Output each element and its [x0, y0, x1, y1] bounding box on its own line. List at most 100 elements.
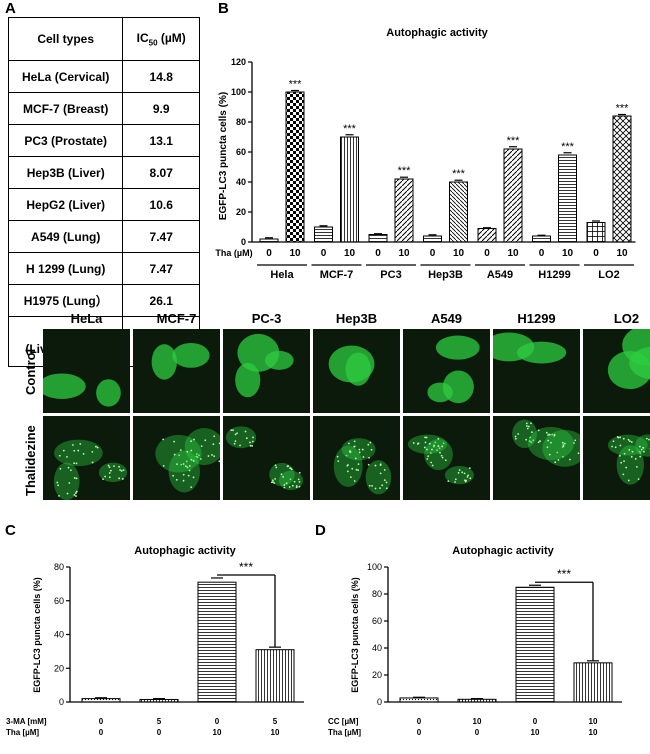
- micrograph-grid: HeLa MCF-7 PC-3 Hep3B A549 H1299 LO2 Control Tha…: [23, 311, 650, 501]
- table-row: MCF-7 (Breast) 9.9: [7, 92, 200, 125]
- chart-c-ytick-label: 40: [54, 630, 64, 640]
- chart-b-bar: [532, 235, 551, 243]
- chart-b-ytick-label: 100: [231, 87, 246, 97]
- chart-b-bar: [586, 222, 606, 243]
- fluorescent-cells-illustration: [235, 333, 294, 398]
- fluorescent-cells-illustration: [407, 434, 474, 485]
- table-row: HeLa (Cervical) 14.8: [7, 60, 200, 93]
- chart-b-dose-label: 0: [539, 248, 545, 259]
- table-row: H 1299 (Lung) 7.47: [7, 252, 200, 285]
- chart-d-ytick-label: 0: [377, 697, 382, 707]
- chart-d-row-value: 10: [473, 717, 482, 726]
- chart-d-row-value: 0: [475, 728, 480, 737]
- chart-b-autophagic-activity: Autophagic activity EGFP-LC3 puncta cells…: [215, 27, 636, 281]
- chart-b-dose-label: 10: [616, 248, 628, 259]
- chart-b-group-label: Hep3B: [428, 269, 463, 281]
- chart-d-significance: ***: [557, 567, 571, 581]
- micrograph-image: [133, 416, 220, 500]
- micrograph-image: [313, 329, 400, 413]
- micrograph-image: [403, 416, 490, 500]
- table-cell-ic50: 7.47: [122, 220, 200, 253]
- table-cell-type: MCF-7 (Breast): [7, 92, 124, 125]
- chart-b-significance: ***: [289, 79, 303, 91]
- table-cell-ic50: 10.6: [122, 188, 200, 221]
- chart-b-dose-label: 0: [321, 248, 327, 259]
- panel-letter-d: D: [315, 522, 326, 539]
- micrograph-image: [43, 329, 130, 413]
- fluorescent-cells-illustration: [53, 439, 128, 500]
- table-row: PC3 (Prostate) 13.1: [7, 124, 200, 157]
- chart-c-row-value: 0: [99, 717, 104, 726]
- chart-c-bar: [197, 581, 237, 703]
- chart-c-row-value: 5: [273, 717, 278, 726]
- chart-c-bar: [255, 649, 295, 703]
- chart-b-title: Autophagic activity: [386, 27, 488, 39]
- chart-d-row-label: Tha [µM]: [328, 728, 361, 737]
- chart-c-row-value: 10: [213, 728, 222, 737]
- table-row: H1975 (Lung） 26.1: [7, 284, 200, 317]
- table-cell-type: H1975 (Lung）: [7, 284, 124, 317]
- chart-d-row-value: 10: [531, 728, 540, 737]
- table-cell-type: H 1299 (Lung): [7, 252, 124, 285]
- panel-letter-b: B: [218, 0, 229, 17]
- micrograph-column-label: PC-3: [251, 311, 282, 326]
- chart-c-ytick-label: 0: [59, 697, 64, 707]
- chart-b-bar: [423, 235, 442, 243]
- table-cell-type: A549 (Lung): [7, 220, 124, 253]
- micrograph-column-label: MCF-7: [156, 311, 197, 326]
- chart-c-row-value: 0: [215, 717, 220, 726]
- chart-b-group-label: H1299: [538, 269, 570, 281]
- chart-d-ylabel: EGFP-LC3 puncta cells (%): [350, 577, 360, 693]
- chart-d-row-value: 10: [589, 728, 598, 737]
- chart-b-ytick-label: 20: [236, 207, 246, 217]
- chart-d-ytick-label: 20: [372, 670, 382, 680]
- chart-b-bar: [340, 136, 359, 243]
- chart-c-ylabel: EGFP-LC3 puncta cells (%): [32, 577, 42, 693]
- table-cell-ic50: 9.9: [122, 92, 200, 125]
- micrograph-image: [133, 329, 220, 413]
- chart-c-row-value: 0: [157, 728, 162, 737]
- chart-c-ytick-label: 60: [54, 596, 64, 606]
- table-cell-type: PC3 (Prostate): [7, 124, 124, 157]
- chart-c-row-label: 3-MA [mM]: [6, 717, 47, 726]
- chart-b-bar: [368, 234, 388, 243]
- chart-d-ytick-label: 100: [367, 562, 382, 572]
- chart-c-row-value: 10: [271, 728, 280, 737]
- fluorescent-cells-illustration: [333, 438, 392, 495]
- micrograph-image: [313, 416, 400, 500]
- chart-b-dose-label: 0: [430, 248, 436, 259]
- fluorescent-cells-illustration: [151, 342, 210, 380]
- micrograph-column-label: HeLa: [70, 311, 103, 326]
- table-row: Hep3B (Liver) 8.07: [7, 156, 200, 189]
- chart-d-row-label: CC [µM]: [328, 717, 359, 726]
- chart-b-bar: [503, 148, 523, 243]
- micrograph-column-label: Hep3B: [335, 311, 378, 326]
- chart-b-ytick-label: 120: [231, 57, 246, 67]
- micrograph-image: [583, 416, 650, 500]
- chart-c-row-value: 5: [157, 717, 162, 726]
- chart-b-group-label: MCF-7: [320, 269, 354, 281]
- chart-b-bar: [449, 181, 468, 243]
- chart-d-autophagic-activity: Autophagic activity EGFP-LC3 puncta cells…: [328, 545, 622, 737]
- micrograph-column-label: LO2: [613, 311, 640, 326]
- chart-b-bar: [612, 115, 632, 243]
- fluorescent-cells-illustration: [493, 332, 567, 364]
- micrograph-column-label: H1299: [517, 311, 556, 326]
- micrograph-image: [493, 416, 580, 500]
- chart-c-title: Autophagic activity: [134, 545, 236, 557]
- chart-b-treatment-label: Tha (µM): [215, 248, 252, 258]
- fluorescent-cells-illustration: [225, 426, 304, 491]
- table-cell-ic50: 7.47: [122, 252, 200, 285]
- fluorescent-cells-illustration: [607, 329, 650, 390]
- table-cell-ic50: 14.8: [122, 60, 200, 93]
- chart-d-ytick-label: 80: [372, 589, 382, 599]
- fluorescent-cells-illustration: [155, 428, 220, 493]
- chart-b-significance: ***: [561, 141, 575, 153]
- chart-b-bar: [477, 228, 497, 243]
- chart-d-row-value: 0: [417, 717, 422, 726]
- chart-b-significance: ***: [616, 103, 630, 115]
- chart-c-row-label: Tha [µM]: [6, 728, 39, 737]
- chart-b-dose-label: 10: [562, 248, 574, 259]
- chart-b-ytick-label: 60: [236, 147, 246, 157]
- chart-b-bar: [314, 226, 333, 243]
